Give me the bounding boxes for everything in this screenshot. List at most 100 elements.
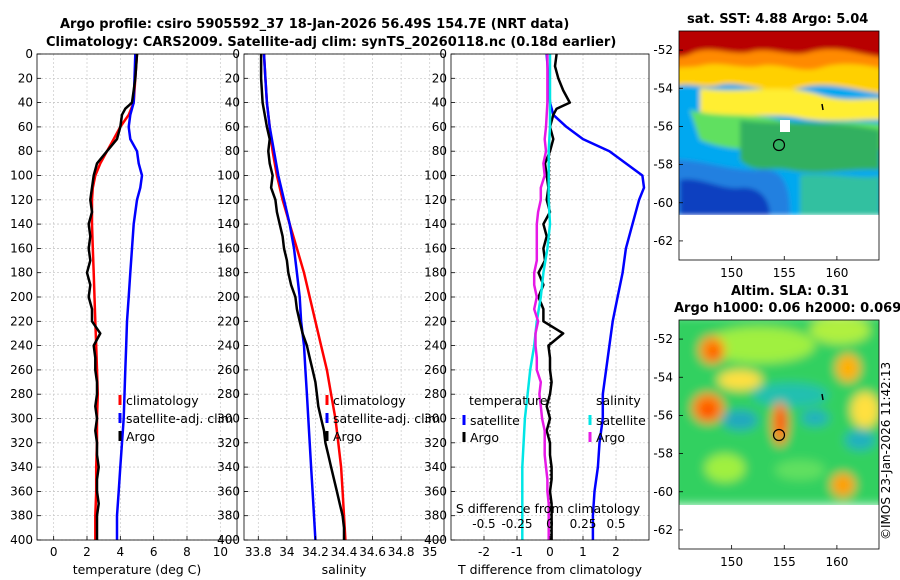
x-tick-label: -2 xyxy=(478,545,490,559)
y-tick-label: 60 xyxy=(18,120,33,134)
legend-label: satellite-adj. clim xyxy=(126,411,233,426)
y-tick-label: 100 xyxy=(10,169,33,183)
y-tick-label: 160 xyxy=(424,241,447,255)
series-line-satellite-adj-clim xyxy=(262,53,317,541)
series-line-t-satellite xyxy=(545,53,646,540)
y-tick-label: 320 xyxy=(424,436,447,450)
x-tick-label: 0 xyxy=(50,545,58,559)
x-axis-label: T difference from climatology xyxy=(457,562,643,577)
y-tick-label: 340 xyxy=(217,460,240,474)
main-title-line1: Argo profile: csiro 5905592_37 18-Jan-20… xyxy=(60,17,569,32)
y-tick-label: 40 xyxy=(432,96,447,110)
y-tick-label: 320 xyxy=(10,436,33,450)
x-tick-label: 34.6 xyxy=(359,545,386,559)
y-tick-label: 200 xyxy=(424,290,447,304)
x-tick-label: 33.8 xyxy=(245,545,272,559)
x-tick-label: 34.8 xyxy=(388,545,415,559)
map-x-tick-label: 155 xyxy=(773,555,796,569)
x-tick-label: 2 xyxy=(83,545,91,559)
y-tick-label: 220 xyxy=(10,314,33,328)
y-tick-label: 160 xyxy=(217,241,240,255)
x2-axis-label: S difference from climatology xyxy=(456,501,641,516)
y-tick-label: 280 xyxy=(10,387,33,401)
x-axis-label: salinity xyxy=(322,562,367,577)
y-tick-label: 160 xyxy=(10,241,33,255)
x2-tick-label: -0.25 xyxy=(501,517,532,531)
series-line-argo xyxy=(85,53,139,540)
map-y-tick-label: -54 xyxy=(653,370,673,384)
y-tick-label: 360 xyxy=(217,484,240,498)
x-tick-label: -1 xyxy=(511,545,523,559)
y-tick-label: 220 xyxy=(217,314,240,328)
x2-tick-label: -0.5 xyxy=(472,517,495,531)
y-tick-label: 380 xyxy=(10,509,33,523)
x2-tick-label: 0 xyxy=(546,517,554,531)
y-tick-label: 100 xyxy=(424,169,447,183)
y-tick-label: 380 xyxy=(424,509,447,523)
sla-map: Altim. SLA: 0.31 Argo h1000: 0.06 h2000:… xyxy=(653,284,900,569)
sst-argo-marker xyxy=(772,138,786,152)
map-x-tick-label: 150 xyxy=(720,266,743,280)
map-y-tick-label: -56 xyxy=(653,119,673,133)
map-y-tick-label: -58 xyxy=(653,158,673,172)
legend-title-temperature: temperature xyxy=(469,393,548,408)
legend-label: Argo xyxy=(470,430,499,445)
y-tick-label: 40 xyxy=(225,96,240,110)
x-tick-label: 34 xyxy=(279,545,294,559)
temperature-panel: 0204060801001201401601802002202402602803… xyxy=(10,47,238,577)
y-tick-label: 60 xyxy=(432,120,447,134)
copyright-text: ©IMOS 23-Jan-2026 11:42:13 xyxy=(879,362,893,540)
map-y-tick-label: -62 xyxy=(653,523,673,537)
map-y-tick-label: -58 xyxy=(653,447,673,461)
series-line-argo xyxy=(259,54,346,540)
legend-label: climatology xyxy=(126,393,199,408)
y-tick-label: 240 xyxy=(424,339,447,353)
series-line-satellite-adj-clim xyxy=(115,53,144,540)
salinity-panel: 0204060801001201401601802002202402602803… xyxy=(217,47,445,577)
legend-label: Argo xyxy=(126,429,155,444)
sla-map-subtitle: Argo h1000: 0.06 h2000: 0.069 xyxy=(674,301,900,316)
legend-label: satellite-adj. clim xyxy=(333,411,440,426)
y-tick-label: 180 xyxy=(424,266,447,280)
y-tick-label: 20 xyxy=(18,71,33,85)
difference-panel: 0204060801001201401601802002202402602803… xyxy=(424,47,650,577)
map-y-tick-label: -52 xyxy=(653,332,673,346)
x-tick-label: 10 xyxy=(213,545,228,559)
y-tick-label: 20 xyxy=(225,71,240,85)
sla-map-title: Altim. SLA: 0.31 xyxy=(731,284,849,299)
y-tick-label: 20 xyxy=(432,71,447,85)
y-tick-label: 400 xyxy=(10,533,33,547)
series-line-s-argo xyxy=(532,54,550,540)
y-tick-label: 260 xyxy=(10,363,33,377)
map-y-tick-label: -62 xyxy=(653,234,673,248)
x-tick-label: 1 xyxy=(579,545,587,559)
x-tick-label: 6 xyxy=(150,545,158,559)
legend-label: Argo xyxy=(596,430,625,445)
map-x-tick-label: 160 xyxy=(825,266,848,280)
x-tick-label: 34.2 xyxy=(302,545,329,559)
y-tick-label: 100 xyxy=(217,169,240,183)
y-tick-label: 240 xyxy=(10,339,33,353)
legend-title-salinity: salinity xyxy=(596,393,641,408)
legend-label: satellite xyxy=(596,413,646,428)
x2-tick-label: 0.5 xyxy=(606,517,625,531)
y-tick-label: 380 xyxy=(217,509,240,523)
y-tick-label: 400 xyxy=(217,533,240,547)
y-tick-label: 40 xyxy=(18,96,33,110)
y-tick-label: 140 xyxy=(424,217,447,231)
y-tick-label: 140 xyxy=(10,217,33,231)
map-x-tick-label: 160 xyxy=(825,555,848,569)
sla-map-field xyxy=(679,320,879,549)
x2-tick-label: 0.25 xyxy=(570,517,597,531)
map-y-tick-label: -60 xyxy=(653,485,673,499)
y-tick-label: 360 xyxy=(10,484,33,498)
y-tick-label: 300 xyxy=(10,412,33,426)
y-tick-label: 0 xyxy=(439,47,447,61)
x-tick-label: 8 xyxy=(183,545,191,559)
y-tick-label: 280 xyxy=(424,387,447,401)
y-tick-label: 0 xyxy=(25,47,33,61)
y-tick-label: 80 xyxy=(225,144,240,158)
y-tick-label: 360 xyxy=(424,484,447,498)
y-tick-label: 320 xyxy=(217,436,240,450)
y-tick-label: 220 xyxy=(424,314,447,328)
